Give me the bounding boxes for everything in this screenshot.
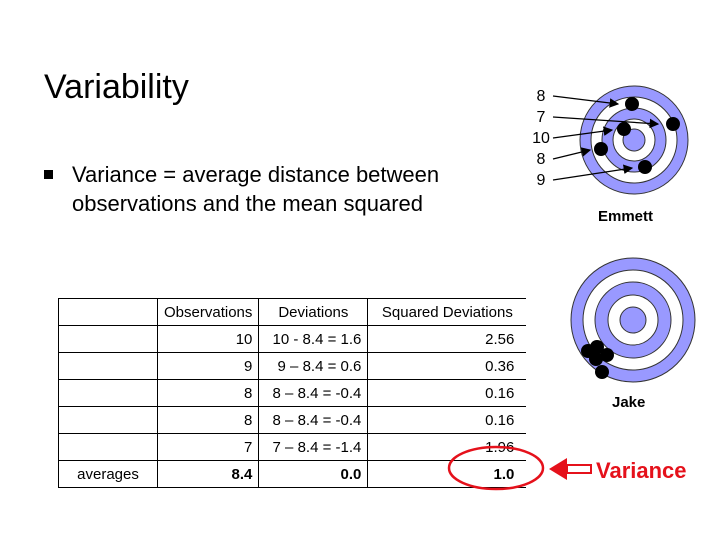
emmett-shot	[617, 122, 631, 136]
emmett-score: 7	[536, 109, 546, 126]
averages-label: averages	[58, 460, 158, 488]
highlight-ellipse	[447, 445, 545, 491]
variance-arrow	[549, 458, 592, 480]
squared-cell: 0.16	[367, 406, 527, 434]
bullet-text: Variance = average distance between obse…	[72, 162, 440, 216]
bullet-marker	[44, 170, 53, 179]
header-empty-cell	[58, 298, 158, 326]
emmett-shot	[666, 117, 680, 131]
emmett-shot	[625, 97, 639, 111]
slide-title: Variability	[44, 68, 189, 106]
obs-cell: 7	[156, 433, 260, 461]
emmett-shot	[594, 142, 608, 156]
header-deviations: Deviations	[258, 298, 369, 326]
score-arrow	[552, 126, 614, 139]
emmett-score: 9	[536, 172, 546, 189]
deviation-cell: 7 – 8.4 = -1.4	[258, 433, 369, 461]
obs-cell: 8	[156, 406, 260, 434]
deviation-cell: 8 – 8.4 = -0.4	[258, 379, 369, 407]
emmett-score: 8	[536, 88, 546, 105]
emmett-score: 10	[532, 130, 550, 147]
obs-cell: 8	[156, 379, 260, 407]
deviation-cell: 10 - 8.4 = 1.6	[258, 325, 369, 353]
score-arrow	[552, 95, 620, 108]
table-row: 10 10 - 8.4 = 1.6 2.56	[58, 325, 527, 353]
emmett-shot	[638, 160, 652, 174]
emmett-label: Emmett	[598, 208, 654, 225]
score-arrow	[552, 164, 634, 181]
jake-label: Jake	[612, 394, 646, 411]
header-observations: Observations	[156, 298, 260, 326]
emmett-score: 8	[536, 151, 546, 168]
jake-shot	[589, 352, 603, 366]
deviation-table: Observations Deviations Squared Deviatio…	[58, 298, 527, 488]
jake-shot	[600, 348, 614, 362]
obs-cell: 10	[156, 325, 260, 353]
table-row: 8 8 – 8.4 = -0.4 0.16	[58, 379, 527, 407]
obs-cell: 9	[156, 352, 260, 380]
header-squared-deviations: Squared Deviations	[367, 298, 527, 326]
averages-row: averages 8.4 0.0 1.0	[58, 460, 527, 488]
score-arrow	[552, 147, 592, 160]
avg-squared-cell: 1.0	[367, 460, 527, 488]
score-arrow	[552, 116, 660, 129]
table-row: 9 9 – 8.4 = 0.6 0.36	[58, 352, 527, 380]
table-row: 7 7 – 8.4 = -1.4 1.96	[58, 433, 527, 461]
avg-deviation-cell: 0.0	[258, 460, 369, 488]
deviation-cell: 8 – 8.4 = -0.4	[258, 406, 369, 434]
variance-label: Variance	[596, 458, 687, 483]
jake-shot	[590, 340, 604, 354]
jake-shot	[595, 365, 609, 379]
squared-cell: 0.16	[367, 379, 527, 407]
table-row: 8 8 – 8.4 = -0.4 0.16	[58, 406, 527, 434]
jake-target	[570, 257, 696, 383]
squared-cell: 2.56	[367, 325, 527, 353]
deviation-cell: 9 – 8.4 = 0.6	[258, 352, 369, 380]
avg-obs-cell: 8.4	[156, 460, 260, 488]
squared-cell: 0.36	[367, 352, 527, 380]
table-header-row: Observations Deviations Squared Deviatio…	[58, 298, 527, 326]
